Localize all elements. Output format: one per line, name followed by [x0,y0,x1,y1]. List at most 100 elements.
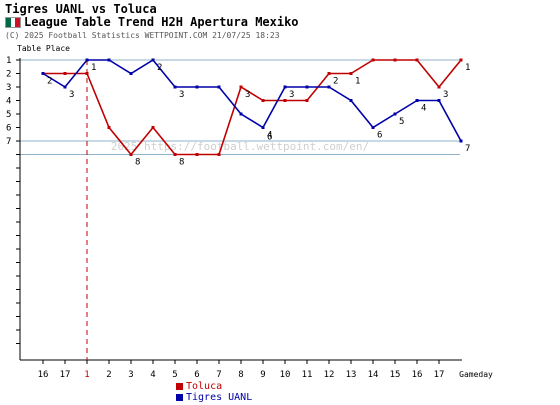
point-label: 8 [135,158,140,168]
series-1-point [129,72,133,75]
y-tick-label: 4 [6,97,11,107]
point-label: 4 [421,104,426,114]
point-label: 3 [289,90,294,100]
flag-stripe-green [6,17,11,27]
point-label: 4 [267,131,272,141]
mexico-flag-icon [5,16,21,28]
series-1-point [41,72,45,75]
y-tick-label: 6 [6,124,11,134]
legend-swatch-tigres [176,394,183,401]
series-0-point [151,126,155,129]
x-tick-label: 4 [150,370,155,380]
point-label: 3 [69,90,74,100]
series-1-point [305,85,309,89]
series-1-point [393,112,397,116]
series-0-point [195,153,199,156]
series-1-point [195,85,199,89]
flag-stripe-red [15,17,21,27]
x-tick-label: 5 [172,370,177,380]
series-0-point [63,72,67,75]
x-tick-label: 17 [60,370,71,380]
x-tick-label: 10 [280,370,291,380]
x-tick-label: 14 [368,370,379,380]
series-1-point [239,112,243,116]
series-1-point [327,85,331,89]
x-tick-label: 16 [412,370,423,380]
series-1-point [173,85,177,89]
y-axis-label: Table Place [17,44,70,53]
y-tick-label: 2 [6,70,11,80]
series-1-point [261,126,265,129]
point-label: 1 [91,63,96,73]
series-0-point [283,99,287,102]
point-label: 1 [465,63,470,73]
flag-stripe-white [10,17,16,27]
x-tick-label: 6 [194,370,199,380]
legend-item-toluca: Toluca [176,381,222,392]
series-1-point [371,126,375,129]
series-0-point [85,72,89,75]
point-label: 2 [333,77,338,87]
series-lines [41,58,463,156]
point-label: 8 [179,158,184,168]
watermark: 2025 https://football.wettpoint.com/en/ [111,140,369,153]
series-0-point [437,85,441,89]
y-tick-label: 1 [6,56,11,66]
chart-subtitle: League Table Trend H2H Apertura Mexiko [24,15,299,29]
series-1-point [415,99,419,102]
legend-item-tigres: Tigres UANL [176,392,252,403]
copyright-text: (C) 2025 Football Statistics WETTPOINT.C… [5,31,280,40]
point-label: 2 [47,77,52,87]
chart-title: Tigres UANL vs Toluca [5,2,157,16]
x-tick-label: 7 [216,370,221,380]
series-0-point [217,153,221,156]
y-tick-label: 7 [6,137,11,147]
series-0-point [459,58,463,62]
series-1-point [151,58,155,62]
y-tick-label: 5 [6,110,11,120]
x-tick-label: 11 [302,370,313,380]
x-tick-label: 9 [260,370,265,380]
point-label: 3 [443,90,448,100]
x-tick-label: 3 [128,370,133,380]
point-label: 3 [245,90,250,100]
x-axis-label: Gameday [459,370,493,379]
series-1-point [85,58,89,62]
x-tick-label: 2 [106,370,111,380]
point-label: 6 [377,131,382,141]
series-1-point [437,99,441,102]
series-0-point [129,153,133,156]
series-1-point [107,58,111,62]
point-label: 6 [267,133,272,143]
point-label: 7 [465,144,470,154]
series-0-point [261,99,265,102]
series-0-point [239,85,243,89]
series-line-0 [43,59,462,156]
legend-label-tigres: Tigres UANL [186,392,253,403]
series-0-point [393,58,397,62]
point-label: 5 [399,117,404,127]
point-label: 1 [355,77,360,87]
series-1-point [349,99,353,102]
series-0-point [415,58,419,62]
series-0-point [327,72,331,75]
x-tick-label: 12 [324,370,335,380]
point-label: 2 [157,63,162,73]
series-0-point [173,153,177,156]
x-tick-label: 8 [238,370,243,380]
series-1-point [63,85,67,89]
x-tick-label: 1 [84,370,89,380]
series-1-point [283,85,287,89]
series-line-1 [42,58,462,142]
series-0-point [371,58,375,62]
series-1-point [217,85,221,89]
x-tick-label: 13 [346,370,357,380]
legend-label-toluca: Toluca [186,381,223,392]
y-tick-label: 3 [6,83,11,93]
point-label: 3 [179,90,184,100]
series-0-point [305,99,309,102]
series-1-point [459,139,463,143]
